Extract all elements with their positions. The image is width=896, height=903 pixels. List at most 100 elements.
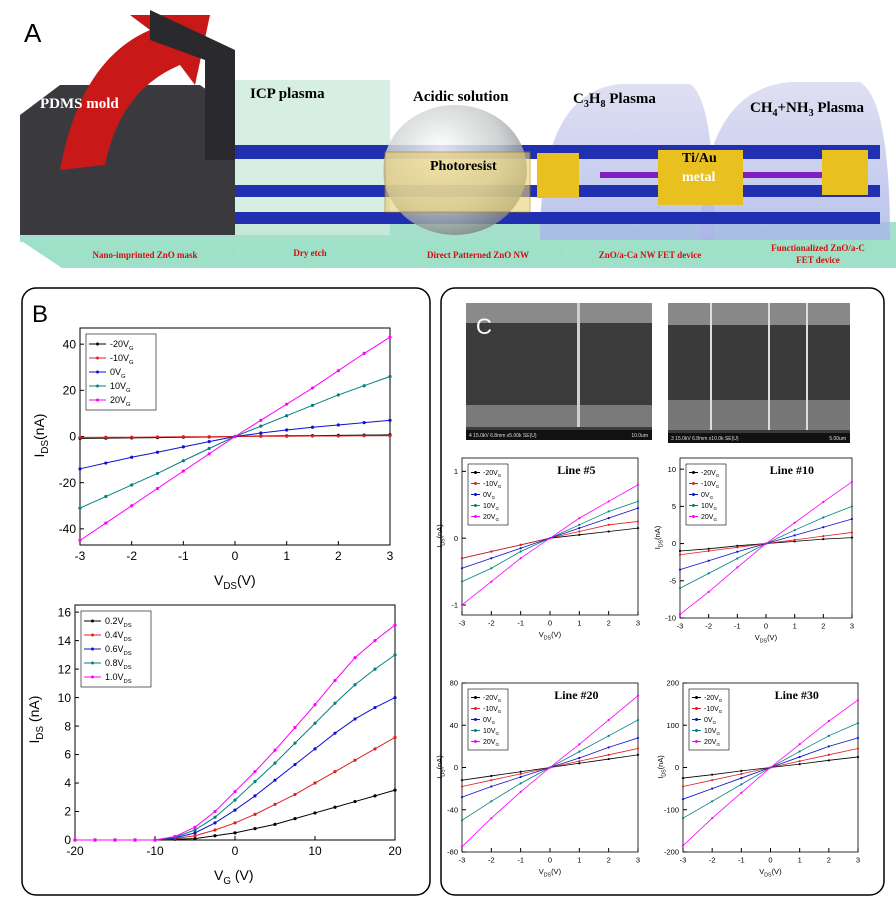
legend-label: 10VG xyxy=(483,728,499,736)
label-part: V xyxy=(214,572,224,588)
diagram-label: ICP plasma xyxy=(250,86,325,102)
data-point xyxy=(578,750,581,753)
data-point xyxy=(373,747,377,751)
data-point xyxy=(362,384,366,388)
legend-marker xyxy=(91,647,94,651)
diagram-label: Ti/Au xyxy=(682,151,717,166)
data-point xyxy=(460,845,464,848)
data-point xyxy=(273,761,277,765)
legend-label: -20VG xyxy=(483,695,502,703)
x-tick-label: 3 xyxy=(850,622,854,631)
label-sub: DS xyxy=(223,581,237,592)
legend-sub: DS xyxy=(124,623,132,629)
data-point xyxy=(822,526,825,529)
data-point xyxy=(636,520,640,523)
data-point xyxy=(740,772,743,775)
x-tick-label: -1 xyxy=(517,856,524,865)
x-tick-label: 3 xyxy=(856,856,860,865)
data-point xyxy=(740,791,743,794)
data-point xyxy=(213,809,217,814)
data-point xyxy=(827,759,830,762)
x-tick-label: 1 xyxy=(577,619,581,628)
step-label: FET device xyxy=(796,255,840,265)
chart-title: Line #10 xyxy=(770,463,814,477)
data-point xyxy=(711,787,714,790)
label-part: V xyxy=(539,867,544,876)
label-part: V xyxy=(755,633,760,642)
data-point xyxy=(822,516,825,519)
panel-frame xyxy=(440,287,885,896)
data-point xyxy=(678,553,682,556)
sem-image-band xyxy=(466,405,652,427)
data-point xyxy=(293,725,297,730)
data-point xyxy=(850,480,854,483)
y-tick-label: 6 xyxy=(64,748,71,762)
data-point xyxy=(578,760,581,763)
label-sub: G xyxy=(223,876,231,887)
legend-name: 0V xyxy=(110,367,121,377)
label-sub: 3 xyxy=(584,99,589,110)
step-label: Functionalized ZnO/a-C xyxy=(771,243,865,253)
legend-label: 20VG xyxy=(110,395,131,408)
data-point xyxy=(233,821,237,825)
y-tick-label: 20 xyxy=(63,384,77,398)
y-tick-label: -40 xyxy=(447,805,458,814)
legend-sub: G xyxy=(129,360,134,366)
data-point xyxy=(490,550,493,553)
label-part: (nA) xyxy=(653,525,662,540)
data-point xyxy=(827,745,830,748)
x-tick-label: -20 xyxy=(66,844,84,858)
data-point xyxy=(850,517,854,521)
data-point xyxy=(373,639,377,643)
legend-marker xyxy=(474,482,477,485)
legend-marker xyxy=(692,504,695,507)
axis-label: IDS(nA) xyxy=(656,755,667,779)
legend-label: 0.4VDS xyxy=(105,630,132,643)
axis-label: IDS(nA) xyxy=(31,414,51,458)
y-tick-label: -200 xyxy=(664,848,679,857)
data-point xyxy=(460,603,464,607)
data-point xyxy=(293,817,297,821)
data-point xyxy=(636,718,640,722)
data-point xyxy=(293,792,297,797)
x-tick-label: 0 xyxy=(232,844,239,858)
legend-sub: G xyxy=(713,720,717,725)
legend-marker xyxy=(474,471,477,474)
data-point xyxy=(333,701,337,705)
data-point xyxy=(388,335,392,339)
data-point xyxy=(856,698,860,702)
legend-name: 0.8V xyxy=(105,658,124,668)
data-point xyxy=(798,763,801,766)
data-point xyxy=(336,393,340,397)
legend-marker xyxy=(474,504,477,507)
data-point xyxy=(78,435,82,440)
legend-label: 0VG xyxy=(701,492,714,500)
data-point xyxy=(373,667,377,671)
data-point xyxy=(548,537,552,540)
data-point xyxy=(313,781,317,785)
legend-name: -20V xyxy=(110,339,129,349)
legend-marker xyxy=(91,619,94,623)
data-point xyxy=(362,434,366,438)
data-point xyxy=(362,421,366,425)
data-point xyxy=(607,718,610,722)
data-point xyxy=(490,774,493,778)
x-tick-label: -2 xyxy=(488,856,495,865)
legend-marker xyxy=(474,729,477,732)
data-point xyxy=(233,798,237,802)
legend-marker xyxy=(96,342,99,346)
label-part: (nA) xyxy=(435,524,444,539)
data-point xyxy=(333,805,337,809)
data-point xyxy=(259,431,263,435)
data-point xyxy=(798,750,801,753)
legend-marker xyxy=(474,493,477,496)
data-point xyxy=(827,734,830,737)
data-point xyxy=(388,434,392,438)
data-point xyxy=(310,386,315,390)
x-tick-label: 1 xyxy=(577,856,581,865)
data-point xyxy=(181,459,185,463)
legend-name: 0.6V xyxy=(105,644,124,654)
data-point xyxy=(78,538,82,542)
y-tick-label: 0 xyxy=(672,539,676,548)
